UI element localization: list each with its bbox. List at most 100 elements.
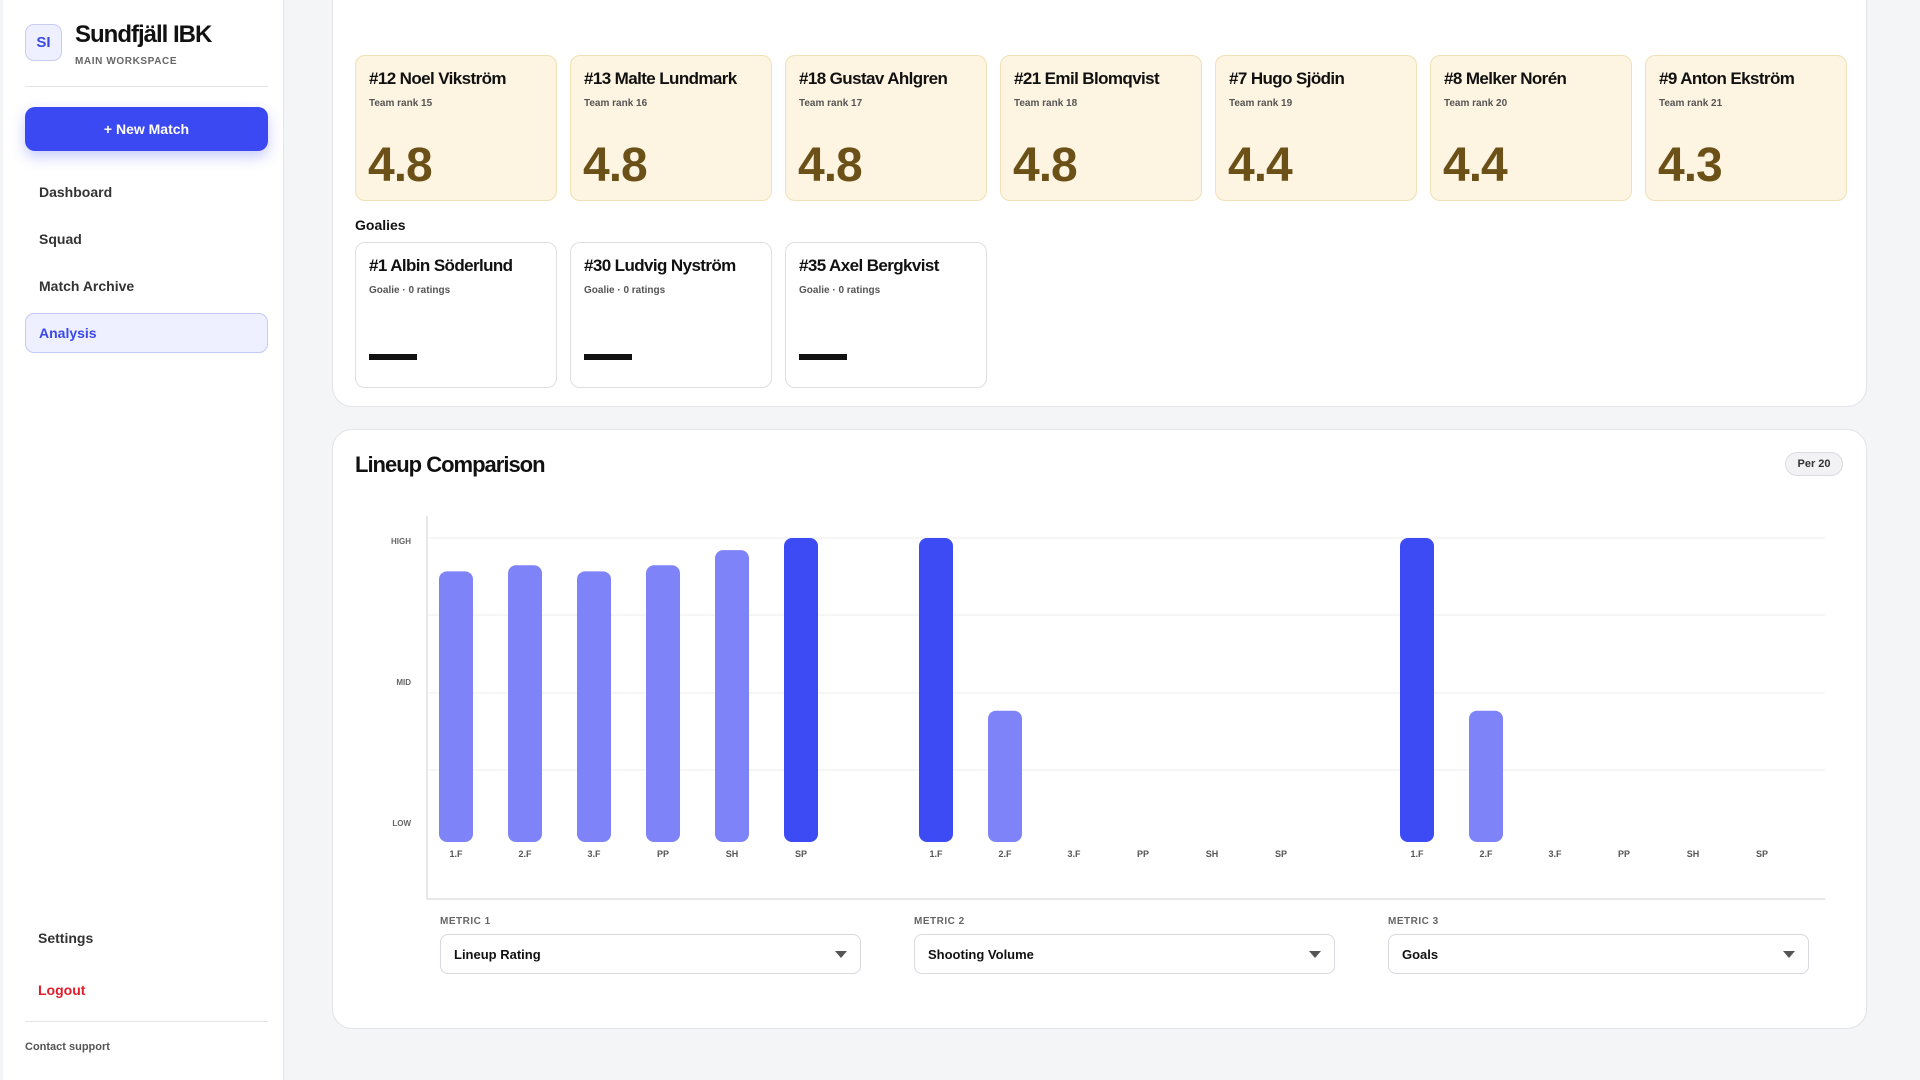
goalie-card[interactable]: #1 Albin Söderlund Goalie · 0 ratings <box>355 242 557 388</box>
chart-bar <box>1400 538 1434 842</box>
x-tick-label: 3.F <box>587 849 601 859</box>
goalie-ratings: Goalie · 0 ratings <box>584 285 666 296</box>
player-card[interactable]: #13 Malte Lundmark Team rank 16 4.8 <box>570 55 772 201</box>
player-name: #7 Hugo Sjödin <box>1229 69 1345 88</box>
player-name: #13 Malte Lundmark <box>584 69 737 88</box>
x-tick-label: SH <box>726 849 739 859</box>
chart-bar <box>715 550 749 842</box>
logout-link[interactable]: Logout <box>38 982 86 998</box>
x-tick-label: 2.F <box>1479 849 1493 859</box>
metric-1-dropdown[interactable]: Lineup Rating <box>440 934 861 974</box>
y-tick-label: MID <box>396 678 411 687</box>
metric-2-selector: METRIC 2 Shooting Volume <box>914 916 1335 974</box>
player-rating: 4.8 <box>798 139 863 192</box>
contact-support-link[interactable]: Contact support <box>25 1041 110 1053</box>
metric-2-label: METRIC 2 <box>914 916 965 927</box>
chart-bar <box>577 571 611 842</box>
goalie-name: #30 Ludvig Nyström <box>584 256 736 275</box>
goalie-ratings: Goalie · 0 ratings <box>369 285 451 296</box>
brand: SI Sundfjäll IBK MAIN WORKSPACE <box>25 21 212 67</box>
player-card[interactable]: #12 Noel Vikström Team rank 15 4.8 <box>355 55 557 201</box>
chevron-down-icon <box>835 951 847 958</box>
chart-bar <box>508 565 542 842</box>
divider <box>25 1021 268 1022</box>
no-rating-dash <box>799 354 847 360</box>
player-rating: 4.4 <box>1443 139 1508 192</box>
x-tick-label: 2.F <box>998 849 1012 859</box>
metric-3-value: Goals <box>1402 946 1439 962</box>
player-name: #21 Emil Blomqvist <box>1014 69 1160 88</box>
player-name: #8 Melker Norén <box>1444 69 1567 88</box>
chart-bar <box>1469 710 1503 842</box>
player-rating: 4.4 <box>1228 139 1293 192</box>
chart-bar <box>784 538 818 842</box>
player-rating: 4.8 <box>368 139 433 192</box>
x-tick-label: 1.F <box>1410 849 1424 859</box>
x-tick-label: 1.F <box>449 849 463 859</box>
goalie-name: #35 Axel Bergkvist <box>799 256 939 275</box>
metric-3-selector: METRIC 3 Goals <box>1388 916 1809 974</box>
no-rating-dash <box>584 354 632 360</box>
settings-link[interactable]: Settings <box>38 930 94 946</box>
player-rank: Team rank 21 <box>1659 98 1723 109</box>
x-tick-label: SH <box>1206 849 1219 859</box>
player-card[interactable]: #18 Gustav Ahlgren Team rank 17 4.8 <box>785 55 987 201</box>
x-tick-label: 2.F <box>518 849 532 859</box>
goalie-ratings: Goalie · 0 ratings <box>799 285 881 296</box>
player-rating: 4.8 <box>1013 139 1078 192</box>
metric-1-value: Lineup Rating <box>454 946 541 962</box>
nav-item-squad[interactable]: Squad <box>39 231 82 247</box>
goalie-card[interactable]: #30 Ludvig Nyström Goalie · 0 ratings <box>570 242 772 388</box>
no-rating-dash <box>369 354 417 360</box>
x-tick-label: SH <box>1687 849 1700 859</box>
new-match-button[interactable]: + New Match <box>25 107 268 151</box>
y-tick-label: LOW <box>392 819 411 828</box>
nav-item-match-archive[interactable]: Match Archive <box>39 278 135 294</box>
nav-item-analysis[interactable]: Analysis <box>25 313 268 353</box>
player-rank: Team rank 19 <box>1229 98 1293 109</box>
player-name: #12 Noel Vikström <box>369 69 506 88</box>
per-20-badge[interactable]: Per 20 <box>1785 452 1843 476</box>
goalie-name: #1 Albin Söderlund <box>369 256 513 275</box>
x-tick-label: SP <box>1756 849 1768 859</box>
goalie-card[interactable]: #35 Axel Bergkvist Goalie · 0 ratings <box>785 242 987 388</box>
metric-2-value: Shooting Volume <box>928 946 1034 962</box>
chevron-down-icon <box>1309 951 1321 958</box>
x-tick-label: PP <box>1137 849 1149 859</box>
chart-bar <box>919 538 953 842</box>
chart-title: Lineup Comparison <box>355 452 546 477</box>
team-name: Sundfjäll IBK <box>75 21 212 48</box>
sidebar: SI Sundfjäll IBK MAIN WORKSPACE + New Ma… <box>3 0 284 1080</box>
team-badge: SI <box>25 24 62 61</box>
lineup-comparison-panel: Lineup Comparison Per 20 HIGH MID LOW 1.F 2.… <box>332 429 1867 1029</box>
goalies-heading: Goalies <box>355 217 406 233</box>
x-tick-label: SP <box>795 849 807 859</box>
player-ratings-panel: #12 Noel Vikström Team rank 15 4.8 #13 M… <box>332 0 1867 407</box>
player-card[interactable]: #21 Emil Blomqvist Team rank 18 4.8 <box>1000 55 1202 201</box>
y-tick-label: HIGH <box>391 537 411 546</box>
workspace-label: MAIN WORKSPACE <box>75 56 178 67</box>
x-tick-label: 3.F <box>1067 849 1081 859</box>
metric-2-dropdown[interactable]: Shooting Volume <box>914 934 1335 974</box>
metric-3-dropdown[interactable]: Goals <box>1388 934 1809 974</box>
metric-1-selector: METRIC 1 Lineup Rating <box>440 916 861 974</box>
player-card[interactable]: #9 Anton Ekström Team rank 21 4.3 <box>1645 55 1847 201</box>
player-rank: Team rank 17 <box>799 98 863 109</box>
x-tick-label: PP <box>657 849 669 859</box>
player-card[interactable]: #7 Hugo Sjödin Team rank 19 4.4 <box>1215 55 1417 201</box>
player-rank: Team rank 20 <box>1444 98 1508 109</box>
x-tick-label: 1.F <box>929 849 943 859</box>
player-rank: Team rank 18 <box>1014 98 1078 109</box>
x-tick-label: 3.F <box>1548 849 1562 859</box>
player-rating: 4.3 <box>1658 139 1723 192</box>
nav-item-dashboard[interactable]: Dashboard <box>39 184 113 200</box>
player-name: #9 Anton Ekström <box>1659 69 1795 88</box>
metric-3-label: METRIC 3 <box>1388 916 1439 927</box>
x-tick-label: SP <box>1275 849 1287 859</box>
player-rank: Team rank 16 <box>584 98 648 109</box>
chart-bar <box>988 710 1022 842</box>
player-card[interactable]: #8 Melker Norén Team rank 20 4.4 <box>1430 55 1632 201</box>
player-rank: Team rank 15 <box>369 98 433 109</box>
player-rating: 4.8 <box>583 139 648 192</box>
chart-bar <box>646 565 680 842</box>
